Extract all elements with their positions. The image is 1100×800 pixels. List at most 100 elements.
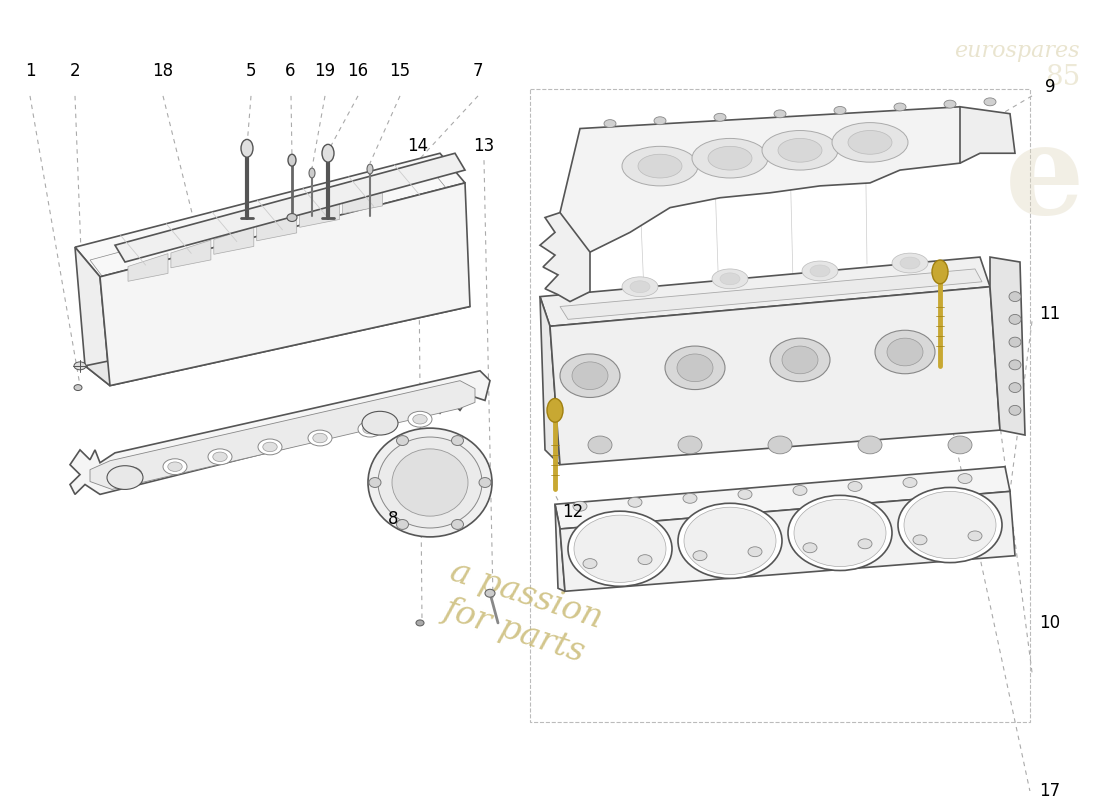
Ellipse shape	[874, 330, 935, 374]
Text: 17: 17	[1040, 782, 1060, 800]
Ellipse shape	[107, 466, 143, 490]
Polygon shape	[213, 226, 254, 254]
Ellipse shape	[738, 490, 752, 499]
Ellipse shape	[666, 346, 725, 390]
Ellipse shape	[887, 338, 923, 366]
Text: 15: 15	[389, 62, 410, 80]
Text: 10: 10	[1040, 614, 1060, 632]
Ellipse shape	[778, 138, 822, 162]
Ellipse shape	[810, 265, 830, 277]
Ellipse shape	[762, 130, 838, 170]
Text: 11: 11	[1040, 306, 1060, 323]
Text: 19: 19	[315, 62, 336, 80]
Text: 1: 1	[24, 62, 35, 80]
Ellipse shape	[848, 130, 892, 154]
Ellipse shape	[621, 277, 658, 297]
Ellipse shape	[378, 437, 482, 528]
Ellipse shape	[628, 498, 642, 507]
Ellipse shape	[572, 362, 608, 390]
Text: e: e	[1005, 118, 1085, 240]
Ellipse shape	[692, 138, 768, 178]
Ellipse shape	[408, 411, 432, 427]
Polygon shape	[170, 240, 211, 268]
Ellipse shape	[782, 346, 818, 374]
Ellipse shape	[678, 503, 782, 578]
Ellipse shape	[858, 436, 882, 454]
Ellipse shape	[693, 550, 707, 561]
Ellipse shape	[241, 139, 253, 158]
Ellipse shape	[712, 269, 748, 289]
Ellipse shape	[396, 436, 408, 446]
Ellipse shape	[720, 273, 740, 285]
Ellipse shape	[774, 110, 786, 118]
Text: eurospares: eurospares	[955, 39, 1080, 62]
Polygon shape	[560, 491, 1015, 591]
Ellipse shape	[451, 436, 463, 446]
Ellipse shape	[309, 168, 315, 178]
Ellipse shape	[263, 442, 277, 452]
Polygon shape	[70, 370, 490, 494]
Polygon shape	[960, 106, 1015, 163]
Text: 5: 5	[245, 62, 256, 80]
Ellipse shape	[412, 414, 427, 424]
Polygon shape	[560, 106, 980, 252]
Ellipse shape	[683, 494, 697, 503]
Ellipse shape	[118, 466, 142, 482]
Text: 85: 85	[1045, 64, 1080, 91]
Ellipse shape	[948, 436, 972, 454]
Ellipse shape	[708, 146, 752, 170]
Ellipse shape	[894, 103, 906, 111]
Text: 9: 9	[1045, 78, 1055, 96]
Ellipse shape	[900, 257, 920, 269]
Ellipse shape	[654, 117, 666, 125]
Polygon shape	[560, 269, 982, 319]
Ellipse shape	[1009, 382, 1021, 393]
Ellipse shape	[547, 398, 563, 422]
Text: 6: 6	[285, 62, 295, 80]
Ellipse shape	[1009, 337, 1021, 347]
Ellipse shape	[367, 164, 373, 174]
Polygon shape	[540, 257, 990, 326]
Ellipse shape	[451, 519, 463, 530]
Ellipse shape	[123, 470, 138, 479]
Ellipse shape	[638, 154, 682, 178]
Polygon shape	[75, 247, 110, 386]
Bar	[530, 89, 1030, 722]
Ellipse shape	[904, 491, 996, 558]
Ellipse shape	[604, 120, 616, 127]
Ellipse shape	[368, 428, 492, 537]
Ellipse shape	[621, 146, 698, 186]
Ellipse shape	[1009, 406, 1021, 415]
Ellipse shape	[984, 98, 996, 106]
Ellipse shape	[574, 515, 666, 582]
Ellipse shape	[858, 539, 872, 549]
Ellipse shape	[803, 543, 817, 553]
Ellipse shape	[913, 535, 927, 545]
Ellipse shape	[392, 449, 468, 516]
Ellipse shape	[848, 482, 862, 491]
Ellipse shape	[630, 281, 650, 293]
Ellipse shape	[1009, 314, 1021, 324]
Ellipse shape	[573, 502, 587, 511]
Text: 8: 8	[387, 510, 398, 528]
Polygon shape	[256, 213, 297, 241]
Ellipse shape	[583, 558, 597, 569]
Ellipse shape	[768, 436, 792, 454]
Ellipse shape	[892, 253, 928, 273]
Ellipse shape	[638, 554, 652, 565]
Ellipse shape	[944, 100, 956, 108]
Polygon shape	[550, 286, 1000, 465]
Ellipse shape	[288, 154, 296, 166]
Polygon shape	[540, 213, 590, 302]
Ellipse shape	[832, 122, 908, 162]
Ellipse shape	[932, 260, 948, 284]
Text: 14: 14	[407, 138, 429, 155]
Ellipse shape	[212, 452, 228, 462]
Ellipse shape	[788, 495, 892, 570]
Ellipse shape	[560, 354, 620, 398]
Ellipse shape	[312, 434, 327, 442]
Ellipse shape	[898, 487, 1002, 562]
Ellipse shape	[1009, 360, 1021, 370]
Polygon shape	[299, 200, 340, 227]
Ellipse shape	[1009, 292, 1021, 302]
